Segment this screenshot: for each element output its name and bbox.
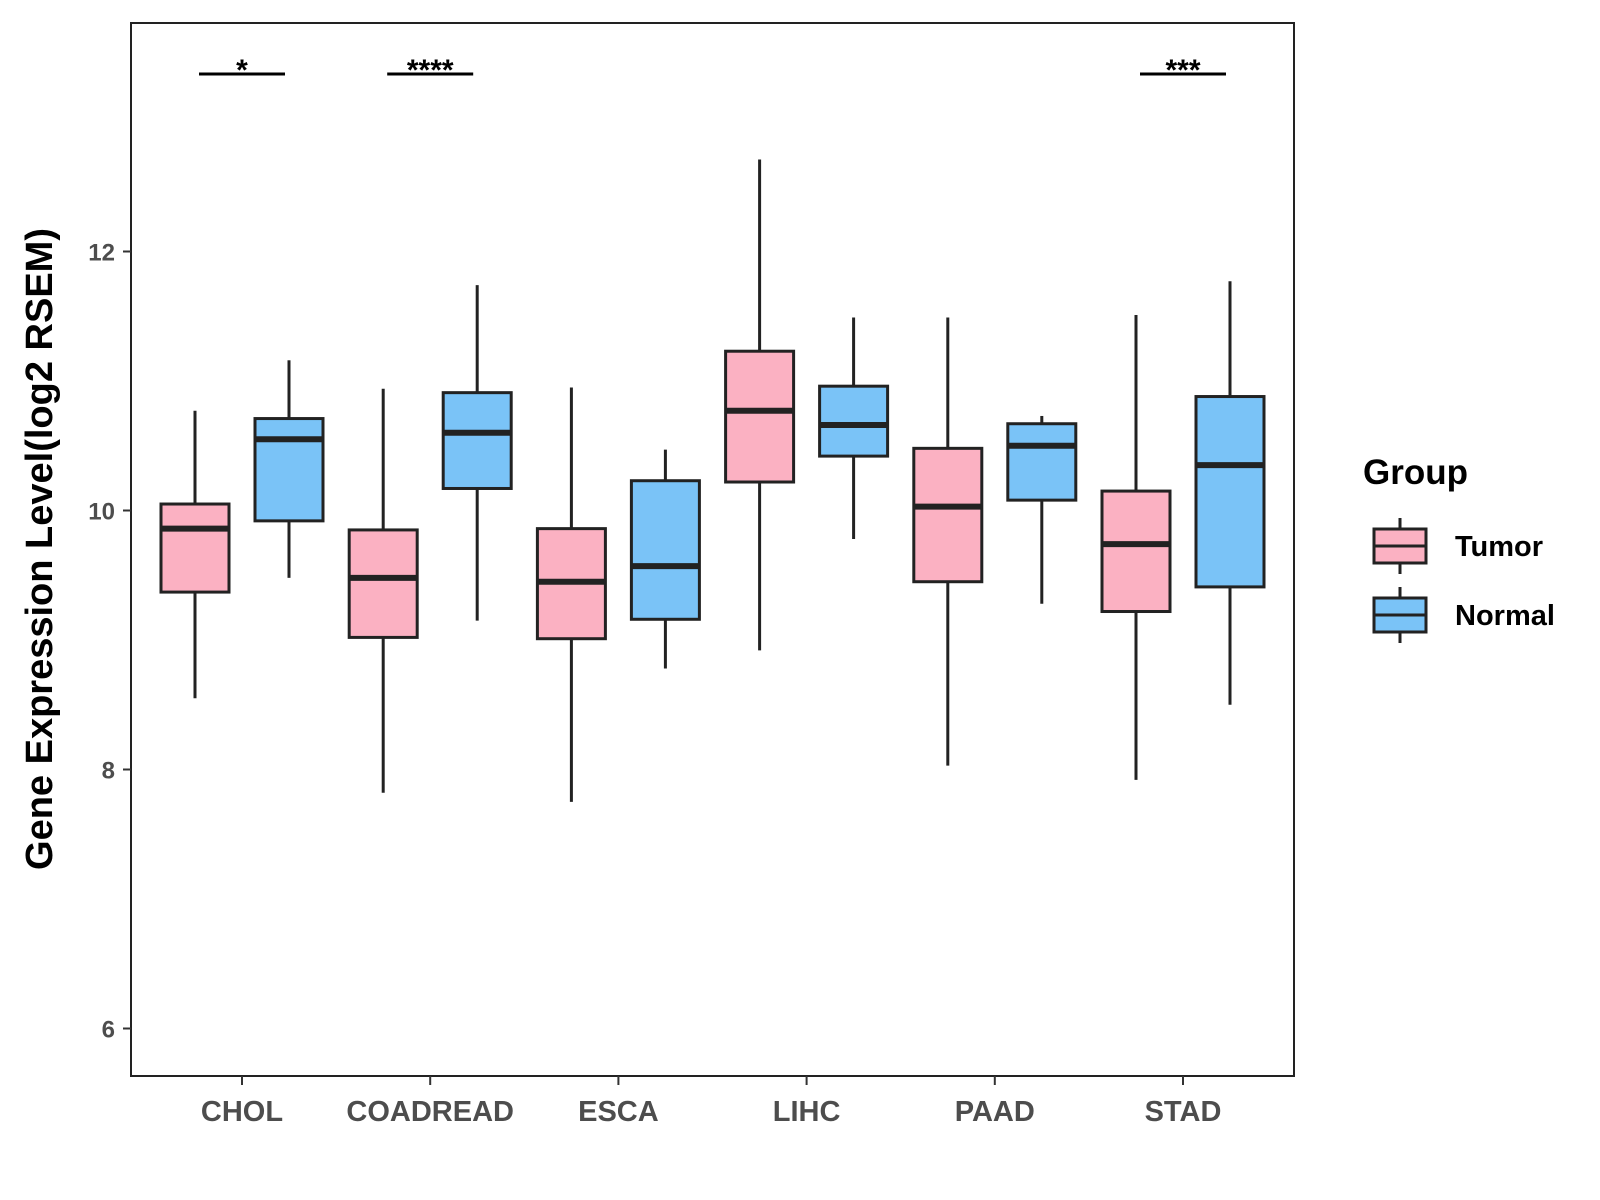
box-tumor-esca — [535, 387, 607, 802]
x-tick-label: STAD — [1145, 1096, 1222, 1128]
y-tick-label: 12 — [88, 240, 115, 267]
box-iqr — [912, 446, 984, 584]
significance-annotations: * **** *** — [199, 54, 1226, 87]
legend-item-normal: Normal — [1372, 587, 1555, 643]
significance-label: * — [236, 54, 248, 87]
x-tick-label: CHOL — [201, 1096, 283, 1128]
box-normal-coadread — [441, 285, 513, 621]
y-axis: 6 8 10 12 — [88, 240, 131, 1044]
box-tumor-stad — [1100, 314, 1172, 780]
box-normal-esca — [629, 449, 701, 669]
box-iqr — [1194, 395, 1266, 589]
box-iqr — [1100, 489, 1172, 614]
box-iqr — [724, 349, 796, 484]
legend-title: Group — [1363, 453, 1468, 492]
legend-label: Tumor — [1455, 531, 1543, 563]
box-normal-stad — [1194, 281, 1266, 705]
box-iqr — [818, 384, 890, 458]
x-axis: CHOL COADREAD ESCA LIHC PAAD STAD — [201, 1076, 1221, 1128]
box-tumor-paad — [912, 317, 984, 766]
legend: Group Tumor Normal — [1363, 453, 1555, 643]
y-axis-title: Gene Expression Level(log2 RSEM) — [19, 228, 61, 870]
box-iqr — [441, 391, 513, 490]
box-series — [159, 159, 1266, 802]
box-iqr — [347, 528, 419, 639]
significance-label: **** — [407, 54, 454, 87]
legend-item-tumor: Tumor — [1372, 518, 1543, 574]
box-iqr — [253, 417, 325, 523]
x-tick-label: ESCA — [578, 1096, 659, 1128]
box-normal-lihc — [818, 317, 890, 539]
box-tumor-lihc — [724, 159, 796, 651]
box-tumor-chol — [159, 410, 231, 699]
legend-label: Normal — [1455, 600, 1555, 632]
box-iqr — [159, 502, 231, 594]
box-iqr — [1006, 422, 1078, 502]
significance-label: *** — [1165, 54, 1200, 87]
y-tick-label: 8 — [102, 758, 115, 785]
box-normal-paad — [1006, 415, 1078, 604]
box-tumor-coadread — [347, 388, 419, 793]
y-tick-label: 10 — [88, 499, 115, 526]
y-tick-label: 6 — [102, 1017, 115, 1044]
x-tick-label: LIHC — [773, 1096, 841, 1128]
box-normal-chol — [253, 360, 325, 578]
x-tick-label: COADREAD — [346, 1096, 514, 1128]
box-iqr — [629, 479, 701, 621]
plot-panel — [130, 22, 1295, 1077]
x-tick-label: PAAD — [955, 1096, 1035, 1128]
